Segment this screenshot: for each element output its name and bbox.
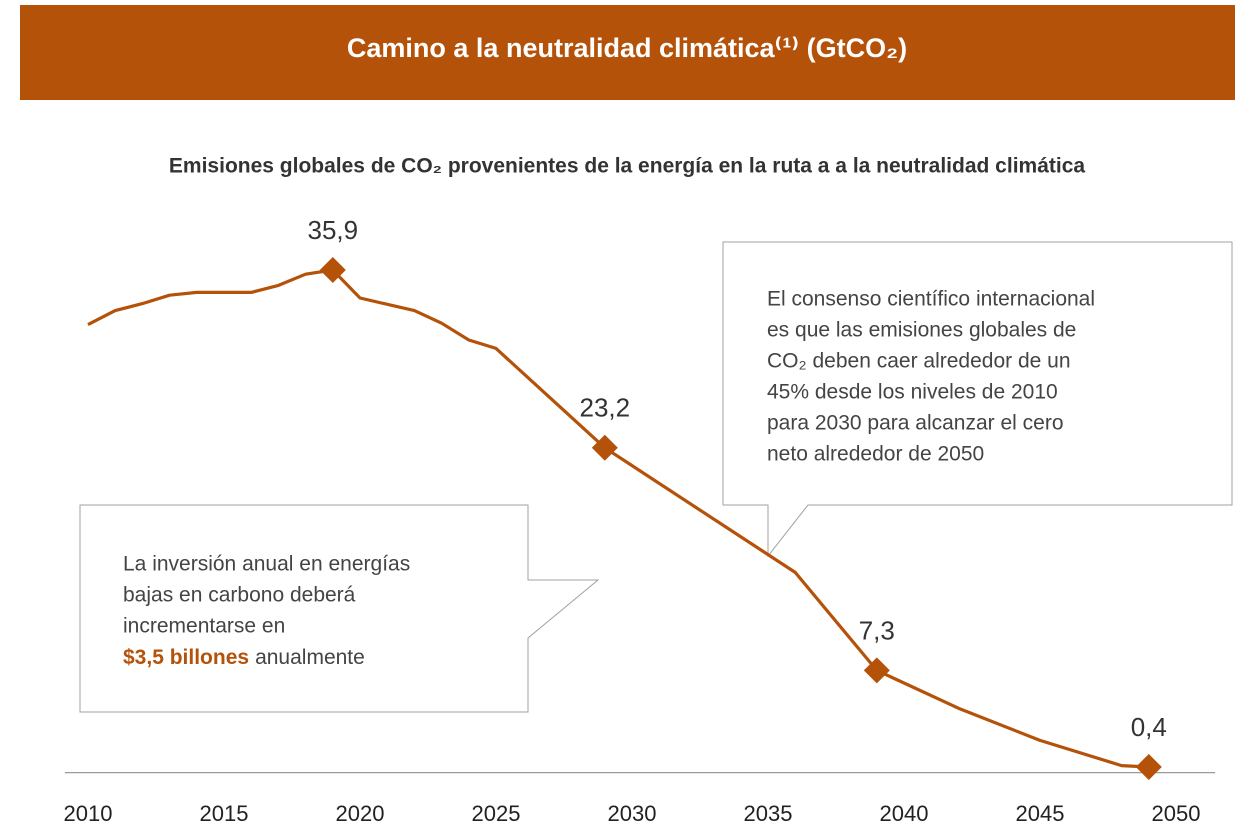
header-bar [20,5,1235,100]
callout-text: La inversión anual en energías [123,553,410,576]
callout-text: es que las emisiones globales de [767,319,1076,342]
x-tick-label: 2025 [472,801,521,826]
x-tick-label: 2020 [336,801,385,826]
callout-emphasis: $3,5 billones [123,646,249,669]
x-tick-label: 2030 [608,801,657,826]
chart-subtitle: Emisiones globales de CO₂ provenientes d… [169,155,1085,178]
chart-title: Camino a la neutralidad climática⁽¹⁾ (Gt… [347,33,907,63]
x-tick-label: 2010 [64,801,113,826]
x-tick-label: 2040 [880,801,929,826]
data-label: 0,4 [1131,712,1167,742]
x-tick-label: 2050 [1152,801,1201,826]
x-tick-label: 2015 [200,801,249,826]
callout-text: neto alrededor de 2050 [767,443,984,466]
callout-box [722,241,1233,558]
callout-text: anualmente [255,646,365,669]
callout-text: CO₂ deben caer alrededor de un [767,350,1071,373]
callout-emphasis-line: $3,5 billones anualmente [123,646,365,669]
callout-text: para 2030 para alcanzar el cero [767,412,1064,435]
data-label: 23,2 [579,393,630,423]
callout-text: bajas en carbono deberá [123,584,356,607]
data-label: 35,9 [307,215,358,245]
x-tick-label: 2035 [744,801,793,826]
data-label: 7,3 [859,615,895,645]
callout-text: 45% desde los niveles de 2010 [767,381,1058,404]
callout-text: incrementarse en [123,615,285,638]
data-marker [319,257,346,283]
data-marker [863,657,890,684]
data-marker [591,434,618,461]
callout-text: El consenso científico internacional [767,288,1095,311]
callout-box [79,504,600,713]
line-series [87,268,1149,769]
x-tick-label: 2045 [1016,801,1065,826]
data-marker [1135,754,1162,780]
